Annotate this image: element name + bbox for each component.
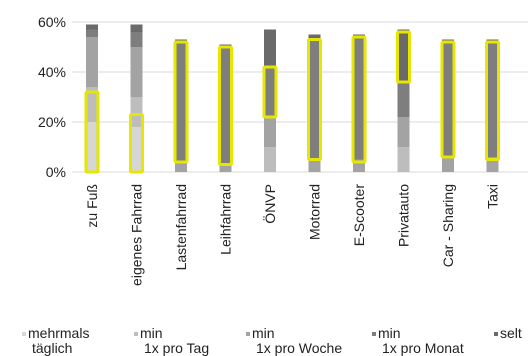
bar-segment	[397, 29, 410, 82]
bar-segment	[308, 39, 321, 160]
bars	[86, 24, 499, 172]
y-tick-label: 60%	[38, 14, 66, 30]
bar-segment	[86, 37, 98, 87]
bar-segment	[130, 127, 143, 172]
bar-segment	[264, 117, 276, 147]
highlight-outline	[218, 45, 233, 166]
bar-segment	[397, 117, 410, 147]
legend-label-line2: 1x pro Woche	[256, 340, 343, 356]
legend-label: selt	[500, 325, 522, 341]
bar-segment	[353, 37, 365, 160]
legend-item: selt	[494, 326, 522, 341]
legend-swatch	[246, 332, 250, 337]
bar-segment	[442, 42, 454, 157]
bar-segment	[86, 87, 98, 122]
bar-segment	[130, 32, 143, 47]
highlight-outlines	[84, 30, 500, 174]
legend-label: mehrmals	[28, 325, 90, 341]
legend-label: min	[378, 325, 401, 341]
highlight-outline	[307, 38, 322, 161]
bar-segment	[86, 29, 98, 37]
y-tick-label: 40%	[38, 64, 66, 80]
bar-segment	[397, 147, 410, 172]
x-tick-label: eigenes Fahrrad	[129, 184, 145, 286]
bar-segment	[130, 97, 143, 127]
x-tick-label: Lastenfahrrad	[173, 184, 189, 270]
legend-label-line2: 1x pro Tag	[144, 340, 210, 356]
bar-segment	[308, 159, 321, 172]
legend-swatch	[134, 332, 138, 337]
legend-label: min	[140, 325, 163, 341]
x-tick-label: Taxi	[485, 184, 501, 209]
highlight-outline	[351, 35, 367, 164]
bar-segment	[130, 47, 143, 97]
bar-segment	[442, 157, 454, 172]
highlight-outline	[84, 90, 100, 174]
highlight-outline	[129, 113, 144, 174]
legend-swatch	[22, 332, 26, 337]
x-tick-label: Motorrad	[307, 184, 323, 240]
legend-item: min 1x pro Monat	[372, 326, 464, 356]
bar-segment	[130, 24, 143, 32]
bar-segment	[219, 164, 232, 172]
bar-segment	[264, 67, 276, 117]
legend-item: mehrmals täglich	[22, 326, 89, 356]
y-tick-label: 20%	[38, 114, 66, 130]
legend-label-line2: 1x pro Monat	[382, 340, 464, 356]
legend-label: min	[252, 325, 275, 341]
x-tick-label: Privatauto	[396, 184, 412, 247]
y-tick-label: 0%	[46, 164, 66, 180]
highlight-outline	[440, 40, 456, 159]
bar-segment	[219, 47, 232, 165]
bar-segment	[175, 162, 187, 172]
highlight-outline	[173, 40, 189, 164]
y-axis-ticks: 0% 20% 40% 60%	[38, 14, 66, 180]
legend-swatch	[494, 332, 498, 337]
bar-segment	[308, 34, 321, 40]
legend-item: min 1x pro Tag	[134, 326, 209, 356]
legend-item: min 1x pro Woche	[246, 326, 342, 356]
bar-segment	[486, 42, 499, 157]
highlight-outline	[485, 40, 500, 161]
bar-segment	[86, 24, 98, 30]
highlight-outline	[262, 65, 278, 119]
x-tick-label: zu Fuß	[84, 184, 100, 228]
x-tick-label: E-Scooter	[351, 184, 367, 247]
legend-swatch	[372, 332, 376, 337]
bar-segment	[397, 82, 410, 117]
bar-segment	[86, 122, 98, 172]
highlight-outline	[396, 30, 411, 84]
x-tick-label: ÖNVP	[261, 184, 278, 224]
x-axis-labels: zu Fuß eigenes Fahrrad Lastenfahrrad Leihfa…	[84, 184, 501, 286]
bar-segment	[175, 42, 187, 162]
x-tick-label: Leihfahrrad	[218, 184, 234, 255]
legend-label-line2: täglich	[32, 340, 73, 356]
bar-segment	[264, 147, 276, 172]
x-tick-label: Car - Sharing	[440, 184, 456, 267]
bar-segment	[264, 29, 276, 67]
